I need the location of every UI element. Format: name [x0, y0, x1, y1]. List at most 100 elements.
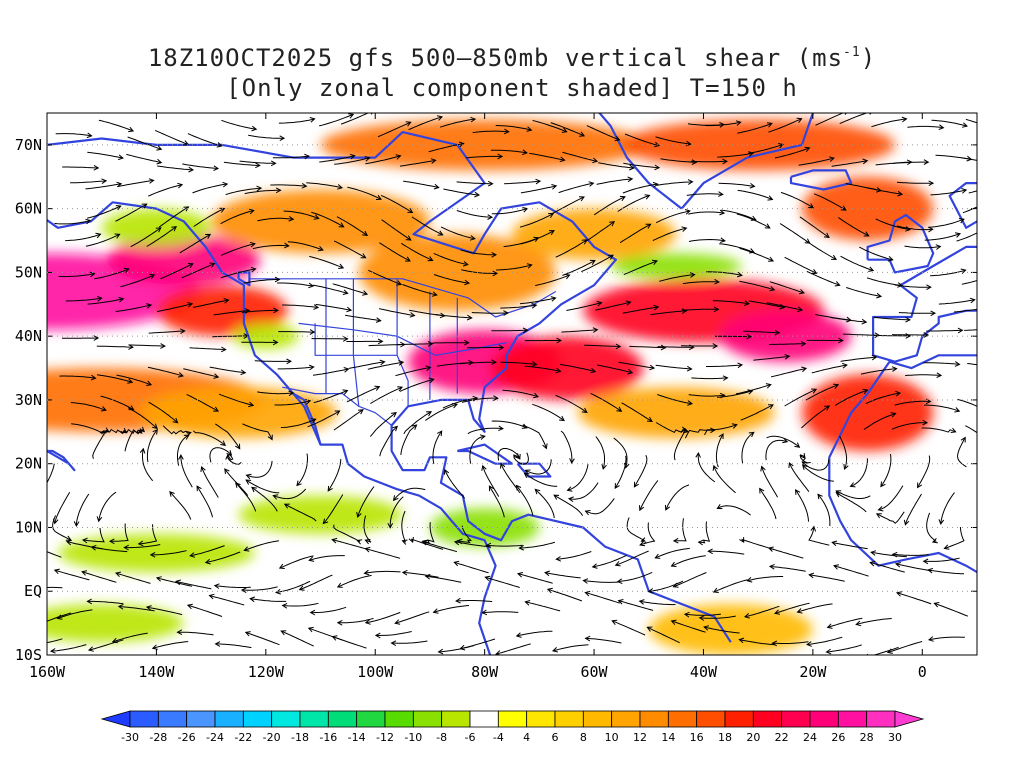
streamline-arrowhead: [954, 407, 961, 413]
streamline-arrowhead: [646, 626, 653, 632]
streamline-arrowhead: [556, 337, 562, 344]
streamline: [671, 555, 706, 567]
streamline-arrowhead: [346, 306, 353, 313]
streamline: [345, 314, 381, 322]
streamline: [519, 541, 556, 549]
streamline-arrowhead: [89, 271, 96, 278]
streamline-arrowhead: [582, 578, 589, 584]
streamline-arrowhead: [407, 207, 414, 214]
streamline-arrowhead: [183, 206, 190, 212]
colorbar-box: [696, 710, 726, 728]
streamline-arrowhead: [364, 619, 371, 625]
streamline: [500, 361, 537, 365]
streamline-arrowhead: [788, 461, 794, 468]
streamline-arrowhead: [139, 426, 146, 433]
streamline-arrowhead: [456, 538, 463, 545]
streamline: [220, 210, 254, 225]
streamline-arrowhead: [689, 272, 696, 278]
streamline-arrowhead: [905, 226, 912, 232]
streamline-arrowhead: [430, 158, 437, 164]
streamline-arrowhead: [145, 605, 152, 611]
streamline-arrowhead: [401, 539, 408, 545]
streamline: [278, 118, 315, 124]
streamline-arrowhead: [722, 158, 728, 165]
streamline: [422, 540, 458, 553]
streamline-arrowhead: [747, 389, 754, 395]
streamline-arrowhead: [719, 209, 726, 216]
streamline: [490, 149, 527, 154]
streamline: [496, 264, 532, 271]
streamline-arrowhead: [278, 563, 285, 569]
streamline-arrowhead: [374, 632, 381, 639]
streamline-arrowhead: [991, 198, 996, 202]
streamline-arrowhead: [462, 261, 469, 267]
streamline: [779, 223, 810, 244]
streamline-arrowhead: [703, 625, 710, 631]
streamline-arrowhead: [768, 563, 775, 570]
streamline: [898, 312, 936, 314]
streamline-arrowhead: [220, 346, 227, 353]
streamline-arrowhead: [697, 539, 704, 546]
streamline-arrowhead: [458, 141, 465, 148]
streamline-arrowhead: [823, 232, 830, 238]
streamline: [368, 269, 402, 285]
streamline: [277, 282, 314, 287]
streamline-arrowhead: [275, 187, 282, 194]
streamline-arrowhead: [672, 537, 679, 544]
streamline-arrowhead: [927, 636, 934, 642]
streamline-arrowhead: [535, 178, 542, 185]
streamline-arrowhead: [998, 366, 1003, 371]
streamline: [337, 617, 374, 624]
streamline-arrowhead: [114, 233, 121, 239]
streamline-arrowhead: [65, 539, 72, 546]
streamline-arrowhead: [115, 571, 121, 578]
colorbar-label: 20: [746, 731, 760, 744]
streamline-arrowhead: [466, 314, 473, 321]
streamline: [799, 216, 830, 238]
streamline: [54, 569, 90, 581]
streamline: [840, 356, 877, 362]
streamline-arrowhead: [156, 145, 163, 151]
streamline-arrowhead: [288, 390, 295, 397]
colorbar: -30 -28 -26 -24 -22 -20 -18 -16 -14 -12 -10 -8 -6 -4 4…: [100, 710, 925, 744]
streamline-arrowhead: [313, 304, 320, 310]
streamline-arrowhead: [349, 153, 356, 160]
streamline: [619, 223, 651, 244]
streamline: [556, 551, 592, 560]
streamline-arrowhead: [609, 221, 616, 227]
colorbar-label: 10: [605, 731, 619, 744]
streamline: [788, 462, 810, 492]
lat-tick-label: 10S: [15, 646, 42, 664]
streamline: [784, 256, 817, 274]
streamline: [94, 268, 129, 280]
streamline-arrowhead: [808, 203, 815, 209]
colorbar-label: 4: [523, 731, 530, 744]
streamline: [65, 297, 102, 302]
streamline-arrowhead: [804, 146, 811, 153]
streamline: [624, 133, 660, 147]
streamline-arrowhead: [127, 378, 134, 384]
streamline: [401, 510, 407, 543]
streamline: [252, 244, 289, 250]
streamline: [357, 486, 375, 518]
streamline-arrowhead: [427, 341, 434, 347]
streamline-arrowhead: [425, 365, 432, 371]
streamline-arrowhead: [111, 637, 118, 644]
streamline: [766, 302, 803, 311]
streamline-arrowhead: [843, 464, 849, 470]
streamline: [244, 540, 279, 551]
streamline-arrowhead: [498, 425, 504, 432]
streamline: [278, 331, 315, 333]
streamline: [934, 602, 969, 617]
streamline: [91, 546, 128, 553]
colorbar-label: -12: [376, 731, 394, 744]
streamline: [784, 388, 817, 407]
streamline: [797, 603, 833, 613]
streamline-arrowhead: [550, 296, 557, 302]
streamline: [655, 364, 692, 370]
streamline-arrowhead: [492, 270, 499, 277]
streamline: [399, 378, 434, 392]
streamline-arrowhead: [469, 235, 476, 241]
streamline-arrowhead: [927, 226, 934, 233]
colorbar-label: -16: [319, 731, 337, 744]
